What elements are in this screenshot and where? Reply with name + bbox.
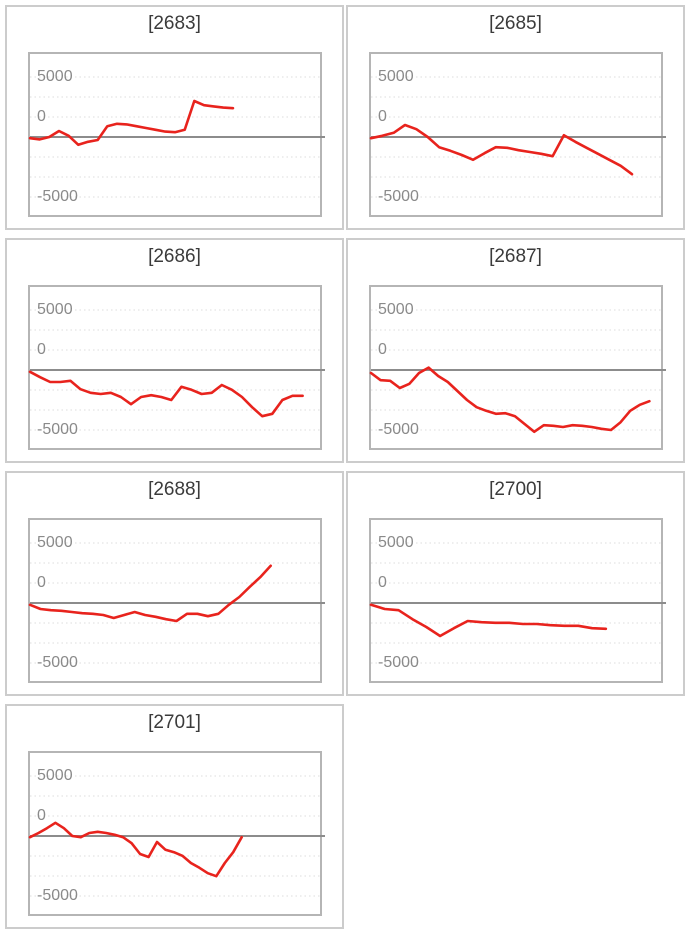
line-chart-svg xyxy=(28,76,325,198)
series-line xyxy=(28,370,304,418)
chart-panel: [2685] 5000 0 -5000 xyxy=(346,5,685,230)
chart-panel: [2700] 5000 0 -5000 xyxy=(346,471,685,696)
y-axis-tick-5000: 5000 xyxy=(378,68,414,85)
y-axis-tick-5000: 5000 xyxy=(37,301,73,318)
chart-plot: 5000 0 -5000 xyxy=(28,518,325,683)
chart-title: [2700] xyxy=(489,479,542,500)
chart-panel: [2683] 5000 0 -5000 xyxy=(5,5,344,230)
charts-grid: [2683] 5000 0 -5000 [2685] 5000 0 -5000 … xyxy=(5,5,685,929)
y-axis-tick-neg5000: -5000 xyxy=(37,887,78,904)
y-axis-tick-0: 0 xyxy=(37,807,46,824)
y-axis-tick-neg5000: -5000 xyxy=(37,188,78,205)
y-axis-tick-neg5000: -5000 xyxy=(378,188,419,205)
line-chart-svg xyxy=(369,76,666,198)
chart-title: [2701] xyxy=(148,712,201,733)
y-axis-tick-5000: 5000 xyxy=(37,68,73,85)
y-axis-tick-0: 0 xyxy=(37,574,46,591)
chart-panel: [2686] 5000 0 -5000 xyxy=(5,238,344,463)
series-line xyxy=(369,366,651,434)
y-axis-tick-5000: 5000 xyxy=(37,767,73,784)
y-axis-tick-0: 0 xyxy=(378,341,387,358)
y-axis-tick-neg5000: -5000 xyxy=(37,421,78,438)
chart-title: [2687] xyxy=(489,246,542,267)
line-chart-svg xyxy=(28,309,325,431)
y-axis-tick-neg5000: -5000 xyxy=(378,654,419,671)
chart-plot: 5000 0 -5000 xyxy=(28,285,325,450)
y-axis-tick-0: 0 xyxy=(37,108,46,125)
series-line xyxy=(369,123,634,176)
y-axis-tick-5000: 5000 xyxy=(378,534,414,551)
chart-panel: [2688] 5000 0 -5000 xyxy=(5,471,344,696)
chart-title: [2686] xyxy=(148,246,201,267)
line-chart-svg xyxy=(28,775,325,897)
chart-title: [2688] xyxy=(148,479,201,500)
y-axis-tick-5000: 5000 xyxy=(378,301,414,318)
line-chart-svg xyxy=(28,542,325,664)
chart-panel: [2687] 5000 0 -5000 xyxy=(346,238,685,463)
chart-panel: [2701] 5000 0 -5000 xyxy=(5,704,344,929)
y-axis-tick-neg5000: -5000 xyxy=(378,421,419,438)
y-axis-tick-0: 0 xyxy=(378,108,387,125)
chart-plot: 5000 0 -5000 xyxy=(369,285,666,450)
y-axis-tick-0: 0 xyxy=(378,574,387,591)
chart-title: [2685] xyxy=(489,13,542,34)
line-chart-svg xyxy=(369,542,666,664)
chart-plot: 5000 0 -5000 xyxy=(369,518,666,683)
y-axis-tick-neg5000: -5000 xyxy=(37,654,78,671)
series-line xyxy=(369,603,608,638)
y-axis-tick-0: 0 xyxy=(37,341,46,358)
series-line xyxy=(28,564,272,623)
series-line xyxy=(28,821,243,878)
series-line xyxy=(28,99,235,147)
chart-title: [2683] xyxy=(148,13,201,34)
chart-plot: 5000 0 -5000 xyxy=(28,751,325,916)
y-axis-tick-5000: 5000 xyxy=(37,534,73,551)
chart-plot: 5000 0 -5000 xyxy=(369,52,666,217)
line-chart-svg xyxy=(369,309,666,434)
chart-plot: 5000 0 -5000 xyxy=(28,52,325,217)
